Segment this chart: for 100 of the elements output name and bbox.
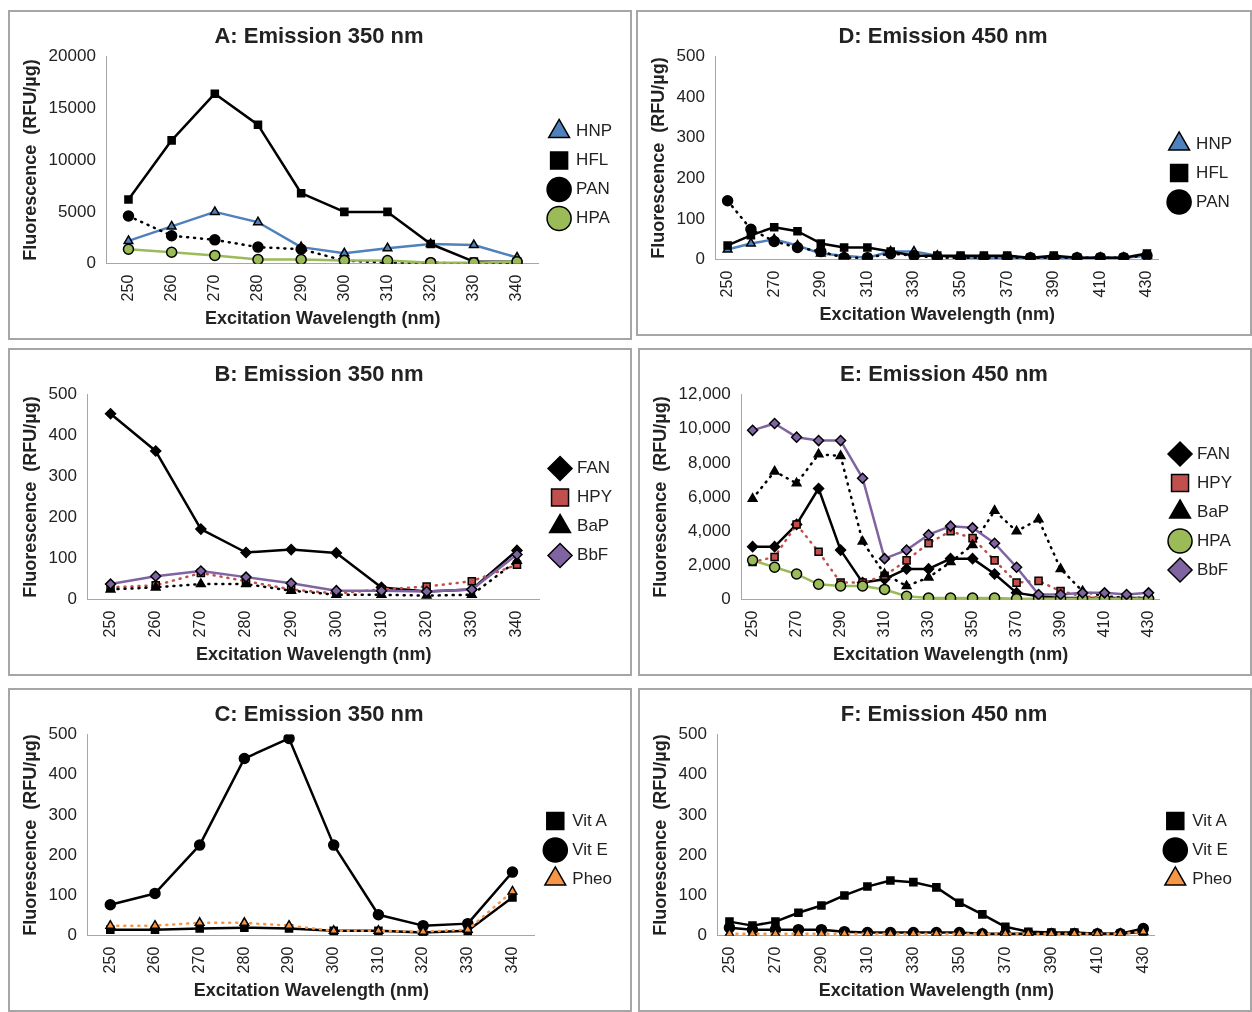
y-axis-title: Fluorescence (RFU/µg) (649, 396, 670, 598)
x-tick-label: 350 (962, 610, 980, 638)
x-tick-label: 290 (811, 270, 829, 298)
y-tick-label: 300 (676, 127, 705, 147)
y-tick-label: 400 (48, 764, 77, 784)
x-tick-label: 330 (918, 610, 936, 638)
y-axis-title: Fluorescence (RFU/µg) (649, 734, 670, 936)
y-tick-label: 5000 (58, 201, 96, 221)
chart-title: E: Emission 450 nm (840, 361, 1048, 387)
x-tick-label: 260 (146, 610, 164, 638)
x-tick-label: 280 (234, 946, 252, 974)
x-tick-label: 270 (205, 274, 223, 302)
x-axis-title: Excitation Wavelength (nm) (193, 980, 430, 1001)
x-tick-label: 390 (1041, 946, 1059, 974)
x-axis-title: Excitation Wavelength (nm) (819, 304, 1055, 325)
x-tick-label: 320 (413, 946, 431, 974)
x-tick-label: 330 (464, 274, 482, 302)
x-tick-label: 300 (334, 274, 352, 302)
y-tick-label: 100 (678, 885, 707, 905)
chart-title: D: Emission 450 nm (838, 23, 1048, 49)
y-tick-label: 300 (48, 804, 77, 824)
x-axis-title: Excitation Wavelength (nm) (818, 980, 1055, 1001)
y-tick-label: 100 (48, 885, 77, 905)
y-tick-label: 0 (721, 589, 731, 609)
x-tick-label: 330 (904, 270, 922, 298)
x-tick-label: 270 (191, 610, 209, 638)
x-tick-label: 290 (281, 610, 299, 638)
legend-label: BaP (1197, 501, 1230, 521)
x-tick-label: 350 (950, 270, 968, 298)
y-tick-label: 0 (67, 589, 77, 609)
x-tick-label: 300 (326, 610, 344, 638)
legend-label: HFL (1196, 162, 1229, 182)
legend-label: FAN (1197, 443, 1231, 463)
x-tick-label: 340 (507, 610, 525, 638)
y-tick-label: 15000 (48, 97, 96, 117)
x-tick-label: 330 (462, 610, 480, 638)
x-tick-label: 430 (1138, 610, 1156, 638)
x-tick-label: 370 (1006, 610, 1024, 638)
legend-label: Vit A (1192, 810, 1228, 830)
x-tick-label: 370 (995, 946, 1013, 974)
x-tick-label: 310 (857, 946, 875, 974)
y-tick-label: 0 (697, 925, 707, 945)
y-tick-label: 200 (676, 168, 705, 188)
x-tick-label: 250 (718, 270, 736, 298)
x-tick-label: 250 (100, 946, 118, 974)
y-tick-label: 100 (676, 208, 705, 228)
chart-title: B: Emission 350 nm (214, 361, 424, 387)
y-tick-label: 4,000 (688, 520, 731, 540)
x-tick-label: 330 (458, 946, 476, 974)
y-tick-label: 400 (48, 425, 77, 445)
y-tick-label: 20000 (48, 46, 96, 66)
x-tick-label: 320 (417, 610, 435, 638)
x-tick-label: 390 (1050, 610, 1068, 638)
legend-label: Vit E (572, 839, 608, 859)
chart-title: A: Emission 350 nm (214, 23, 424, 49)
x-tick-label: 290 (830, 610, 848, 638)
x-tick-label: 260 (162, 274, 180, 302)
y-tick-label: 500 (676, 46, 705, 66)
y-tick-label: 12,000 (678, 384, 731, 404)
x-axis-title: Excitation Wavelength (nm) (205, 308, 441, 329)
x-tick-label: 370 (997, 270, 1015, 298)
legend-label: HPY (577, 487, 613, 507)
x-tick-label: 270 (787, 610, 804, 638)
x-tick-label: 340 (502, 946, 520, 974)
x-axis-title: Excitation Wavelength (nm) (832, 644, 1069, 665)
legend-label: PAN (576, 179, 610, 199)
x-tick-label: 250 (743, 610, 760, 638)
x-tick-label: 340 (507, 274, 525, 302)
chart-title: C: Emission 350 nm (214, 701, 424, 727)
y-axis-title: Fluorescence (RFU/µg) (19, 734, 40, 936)
x-tick-label: 310 (368, 946, 386, 974)
x-tick-label: 310 (371, 610, 389, 638)
x-tick-label: 290 (811, 946, 829, 974)
legend-label: Vit E (1192, 839, 1228, 859)
y-tick-label: 6,000 (688, 486, 731, 506)
y-tick-label: 0 (86, 253, 96, 273)
x-tick-label: 280 (236, 610, 254, 638)
x-axis-title: Excitation Wavelength (nm) (196, 644, 432, 665)
x-tick-label: 290 (279, 946, 297, 974)
legend-label: HPY (1197, 472, 1233, 492)
y-axis-title: Fluorescence (RFU/µg) (19, 396, 40, 598)
y-tick-label: 2,000 (688, 555, 731, 575)
y-tick-label: 500 (48, 724, 77, 744)
y-tick-label: 0 (67, 925, 77, 945)
y-tick-label: 200 (48, 507, 77, 527)
y-tick-label: 200 (48, 844, 77, 864)
legend-label: Vit A (572, 810, 608, 830)
x-tick-label: 330 (903, 946, 921, 974)
x-tick-label: 410 (1094, 610, 1112, 638)
legend-label: HPA (1197, 530, 1232, 550)
x-tick-label: 430 (1137, 270, 1155, 298)
x-tick-label: 320 (421, 274, 439, 302)
x-tick-label: 250 (118, 274, 136, 302)
y-tick-label: 8,000 (688, 452, 731, 472)
y-tick-label: 10,000 (678, 418, 731, 438)
x-tick-label: 280 (248, 274, 266, 302)
x-tick-label: 410 (1090, 270, 1108, 298)
legend-label: Pheo (572, 868, 612, 888)
x-tick-label: 310 (874, 610, 892, 638)
legend-label: PAN (1196, 191, 1230, 211)
